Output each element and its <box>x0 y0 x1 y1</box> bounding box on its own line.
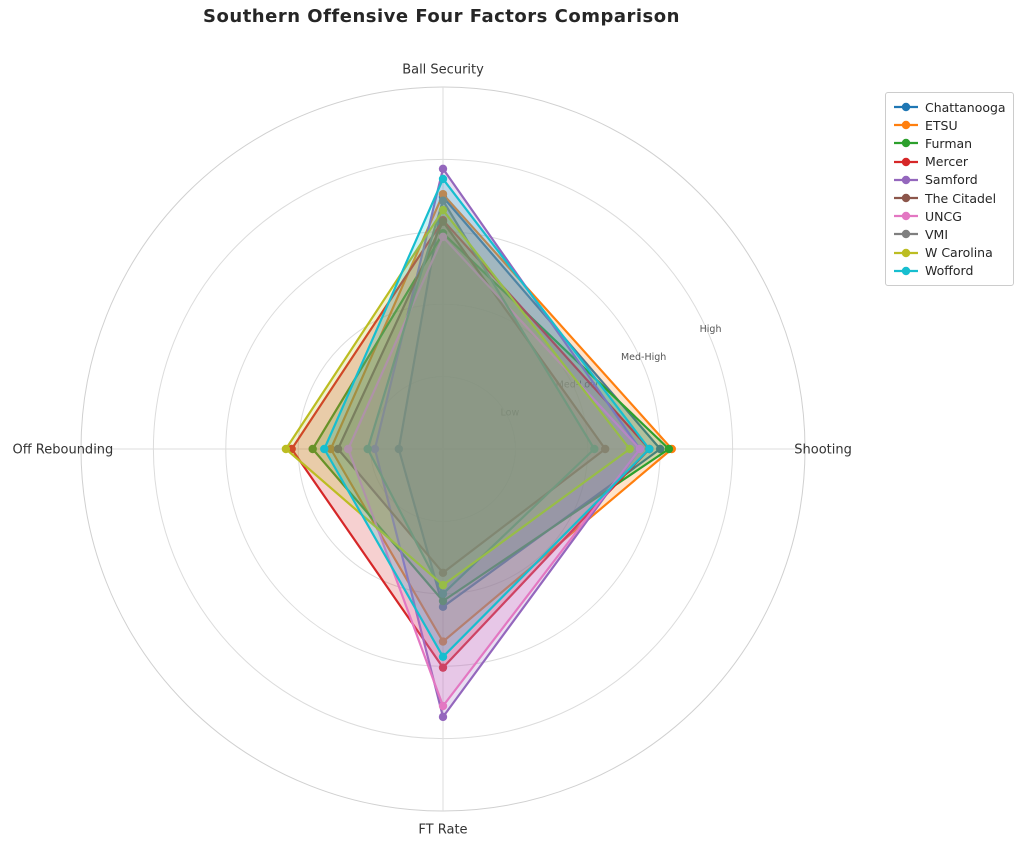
legend-item-the-citadel: The Citadel <box>893 189 1005 207</box>
legend-marker-icon <box>894 139 918 148</box>
data-point-uncg <box>438 701 448 711</box>
legend-marker-icon <box>894 266 918 275</box>
data-point-furman <box>438 596 448 606</box>
data-point-wofford <box>320 444 329 454</box>
data-point-samford <box>438 164 448 174</box>
data-point-vmi <box>438 196 448 205</box>
legend-marker-icon <box>894 121 918 130</box>
legend-marker-icon <box>894 248 918 257</box>
axis-label-off-rebounding: Off Rebounding <box>12 443 113 458</box>
data-point-furman <box>308 444 317 454</box>
data-point-the-citadel <box>438 568 448 578</box>
data-point-wofford <box>438 652 448 661</box>
axis-label-shooting: Shooting <box>794 443 852 458</box>
data-point-samford <box>438 712 448 722</box>
legend-label: Chattanooga <box>925 99 1006 115</box>
series-fill-the-citadel <box>338 221 606 573</box>
legend-item-furman: Furman <box>893 134 1005 152</box>
data-point-chattanooga <box>438 602 448 612</box>
legend-item-samford: Samford <box>893 171 1005 189</box>
legend-label: W Carolina <box>925 245 993 261</box>
data-point-w-carolina <box>438 205 448 215</box>
legend-marker-icon <box>894 193 918 203</box>
series-fill-vmi <box>367 200 595 594</box>
radial-tick-label: Low <box>501 407 520 418</box>
legend-item-w-carolina: W Carolina <box>893 244 1005 262</box>
series-fill-chattanooga <box>398 197 661 607</box>
legend-marker-icon <box>894 230 918 239</box>
legend-item-uncg: UNCG <box>893 207 1005 225</box>
series-fill-w-carolina <box>285 210 630 586</box>
legend-item-etsu: ETSU <box>893 116 1005 134</box>
data-point-mercer <box>438 663 448 672</box>
legend-label: VMI <box>925 226 949 242</box>
radial-tick-label: Med-Low <box>556 380 598 391</box>
legend-marker-icon <box>894 212 918 221</box>
legend-label: Mercer <box>925 154 969 170</box>
legend-marker-icon <box>894 175 918 185</box>
data-point-w-carolina <box>438 580 448 590</box>
data-point-furman <box>664 444 674 454</box>
data-point-the-citadel <box>333 444 343 454</box>
axis-label-ft-rate: FT Rate <box>418 823 467 838</box>
data-point-vmi <box>438 589 448 598</box>
radial-tick-label: Med-High <box>621 352 666 363</box>
axis-label-ball-security: Ball Security <box>402 62 484 77</box>
legend-item-vmi: VMI <box>893 225 1005 243</box>
legend-label: Furman <box>925 135 973 151</box>
legend-label: UNCG <box>925 208 962 224</box>
data-point-etsu <box>438 637 448 646</box>
legend: Chattanooga ETSU Furman Mercer Samford The Ci… <box>885 92 1014 286</box>
data-point-etsu <box>326 444 335 454</box>
data-point-vmi <box>363 444 372 454</box>
data-point-uncg <box>635 444 645 454</box>
series-fill-etsu <box>330 194 672 642</box>
legend-marker-icon <box>894 102 918 112</box>
data-point-samford <box>370 444 380 454</box>
legend-label: The Citadel <box>925 190 997 206</box>
legend-label: ETSU <box>925 117 958 133</box>
data-point-wofford <box>438 174 448 184</box>
legend-marker-icon <box>894 157 918 166</box>
radial-tick-label: High <box>700 324 722 335</box>
series-fill-uncg <box>348 236 640 706</box>
data-point-etsu <box>438 189 448 199</box>
data-point-uncg <box>438 232 448 242</box>
data-point-chattanooga <box>656 444 665 454</box>
data-point-vmi <box>590 444 599 454</box>
data-point-uncg <box>343 444 353 454</box>
legend-label: Samford <box>925 172 978 188</box>
legend-item-wofford: Wofford <box>893 262 1005 280</box>
series-fill-furman <box>312 233 669 601</box>
legend-item-mercer: Mercer <box>893 153 1005 171</box>
chart-title: Southern Offensive Four Factors Comparis… <box>203 6 680 27</box>
legend-label: Wofford <box>925 263 974 279</box>
data-point-w-carolina <box>281 444 291 454</box>
series-fill-wofford <box>324 178 650 657</box>
data-point-the-citadel <box>600 444 610 454</box>
data-point-the-citadel <box>438 217 448 226</box>
data-point-chattanooga <box>394 444 404 454</box>
data-point-wofford <box>645 444 654 454</box>
series-fill-mercer <box>291 220 650 668</box>
series-fill-samford <box>374 168 640 717</box>
data-point-w-carolina <box>625 444 634 454</box>
legend-item-chattanooga: Chattanooga <box>893 98 1006 116</box>
